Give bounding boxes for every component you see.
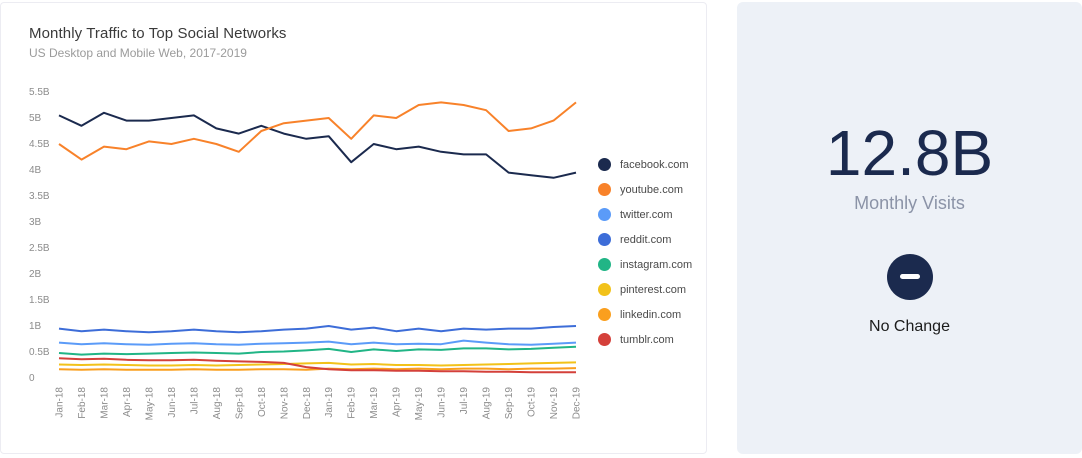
x-axis-tick-label: Mar-19: [369, 387, 380, 419]
x-axis-tick-label: Mar-18: [99, 387, 110, 419]
legend-label: pinterest.com: [620, 283, 687, 296]
chart-subtitle: US Desktop and Mobile Web, 2017-2019: [29, 46, 247, 60]
legend-label: reddit.com: [620, 233, 672, 246]
no-change-badge: [886, 253, 933, 300]
legend-item-tumblr[interactable]: tumblr.com: [598, 333, 692, 346]
x-axis-tick-label: Nov-18: [279, 387, 290, 420]
legend-item-linkedin[interactable]: linkedin.com: [598, 308, 692, 321]
legend-label: twitter.com: [620, 208, 673, 221]
chart-header: Monthly Traffic to Top Social Networks U…: [1, 3, 706, 60]
x-axis-tick-label: Dec-19: [572, 387, 583, 420]
chart-title: Monthly Traffic to Top Social Networks: [29, 25, 287, 42]
legend-label: tumblr.com: [620, 333, 674, 346]
legend-color-dot: [598, 233, 611, 246]
legend-color-dot: [598, 158, 611, 171]
legend-color-dot: [598, 308, 611, 321]
y-axis-tick-label: 4B: [29, 165, 42, 176]
series-line-youtube: [58, 101, 577, 161]
x-axis-tick-label: Feb-19: [347, 387, 358, 419]
y-axis-tick-label: 3B: [29, 217, 42, 228]
monthly-visits-label: Monthly Visits: [854, 192, 965, 213]
y-axis-tick-label: 1.5B: [29, 295, 50, 306]
traffic-chart-card: Monthly Traffic to Top Social Networks U…: [0, 2, 707, 454]
y-axis-tick-label: 2B: [29, 269, 42, 280]
x-axis-tick-label: Apr-19: [392, 387, 403, 417]
series-line-pinterest: [58, 361, 577, 367]
series-line-reddit: [58, 325, 577, 334]
x-axis-tick-label: May-19: [414, 387, 425, 421]
legend-item-pinterest[interactable]: pinterest.com: [598, 283, 692, 296]
x-axis-tick-label: Jun-18: [167, 387, 178, 418]
monthly-visits-value: 12.8B: [825, 116, 994, 189]
x-axis-tick-label: Sep-19: [504, 387, 515, 420]
x-axis-tick-label: Jan-18: [55, 387, 66, 418]
x-axis-tick-label: Nov-19: [549, 387, 560, 420]
y-axis-tick-label: 3.5B: [29, 191, 50, 202]
legend-label: facebook.com: [620, 158, 689, 171]
legend-label: youtube.com: [620, 183, 683, 196]
legend-color-dot: [598, 283, 611, 296]
monthly-visits-card: 12.8B Monthly Visits No Change: [737, 2, 1082, 454]
x-axis-tick-label: Feb-18: [77, 387, 88, 419]
x-axis-tick-label: Dec-18: [302, 387, 313, 420]
series-line-instagram: [58, 345, 577, 356]
y-axis-tick-label: 5B: [29, 113, 42, 124]
chart-legend: facebook.com youtube.com twitter.com reddit…: [598, 158, 692, 346]
legend-label: instagram.com: [620, 258, 693, 271]
y-axis-tick-label: 5.5B: [29, 87, 50, 98]
minus-icon: [899, 274, 920, 279]
change-label: No Change: [869, 317, 950, 335]
y-axis-tick-label: 0: [29, 373, 35, 384]
legend-item-instagram[interactable]: instagram.com: [598, 258, 692, 271]
y-axis-tick-label: 1B: [29, 321, 42, 332]
legend-item-facebook[interactable]: facebook.com: [598, 158, 692, 171]
x-axis-tick-label: Jul-18: [189, 387, 200, 415]
legend-label: linkedin.com: [620, 308, 682, 321]
x-axis-tick-label: Jan-19: [324, 387, 335, 418]
legend-color-dot: [598, 208, 611, 221]
x-axis-tick-label: Jun-19: [437, 387, 448, 418]
x-axis-tick-label: Oct-18: [257, 387, 268, 417]
legend-color-dot: [598, 333, 611, 346]
y-axis-tick-label: 2.5B: [29, 243, 50, 254]
traffic-line-chart: 0 0.5B 1B 1.5B 2B 2.5B 3B 3.5B 4B 4.5B 5B 5.5B Jan-1…: [29, 87, 583, 421]
legend-color-dot: [598, 183, 611, 196]
series-line-twitter: [58, 339, 577, 346]
y-axis-tick-label: 4.5B: [29, 139, 50, 150]
x-axis-tick-label: Aug-19: [482, 387, 493, 420]
x-axis-tick-label: May-18: [144, 387, 155, 421]
y-axis-tick-label: 0.5B: [29, 347, 50, 358]
legend-color-dot: [598, 258, 611, 271]
x-axis-tick-label: Sep-18: [234, 387, 245, 420]
series-line-tumblr: [58, 357, 576, 374]
x-axis-tick-label: Apr-18: [122, 387, 133, 417]
legend-item-reddit[interactable]: reddit.com: [598, 233, 692, 246]
x-axis-tick-label: Jul-19: [459, 387, 470, 415]
legend-item-youtube[interactable]: youtube.com: [598, 183, 692, 196]
series-line-facebook: [58, 111, 577, 179]
legend-item-twitter[interactable]: twitter.com: [598, 208, 692, 221]
x-axis-tick-label: Oct-19: [527, 387, 538, 417]
x-axis-tick-label: Aug-18: [212, 387, 223, 420]
